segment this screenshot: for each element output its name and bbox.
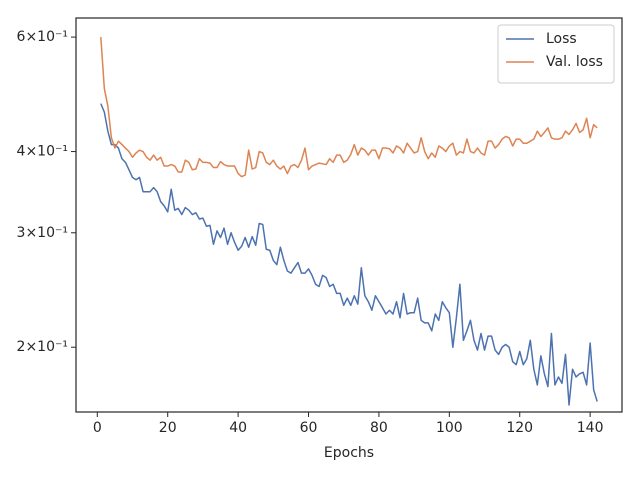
x-tick-label: 140: [577, 420, 604, 436]
x-tick-label: 60: [300, 420, 318, 436]
x-tick-label: 40: [229, 420, 247, 436]
y-tick-label: 3×10⁻¹: [17, 225, 68, 241]
y-tick-label: 6×10⁻¹: [17, 29, 68, 45]
x-tick-label: 20: [159, 420, 177, 436]
series-line: [100, 37, 598, 178]
x-tick-label: 120: [506, 420, 533, 436]
legend-label: Val. loss: [546, 54, 603, 70]
x-tick-label: 100: [436, 420, 463, 436]
y-tick-label: 4×10⁻¹: [17, 144, 68, 160]
series-line: [100, 103, 598, 406]
legend-label: Loss: [546, 31, 577, 47]
x-axis-label: Epochs: [324, 445, 374, 461]
x-tick-label: 0: [93, 420, 102, 436]
plot-frame: [75, 17, 623, 413]
x-tick-label: 80: [370, 420, 388, 436]
y-tick-label: 2×10⁻¹: [17, 339, 68, 355]
